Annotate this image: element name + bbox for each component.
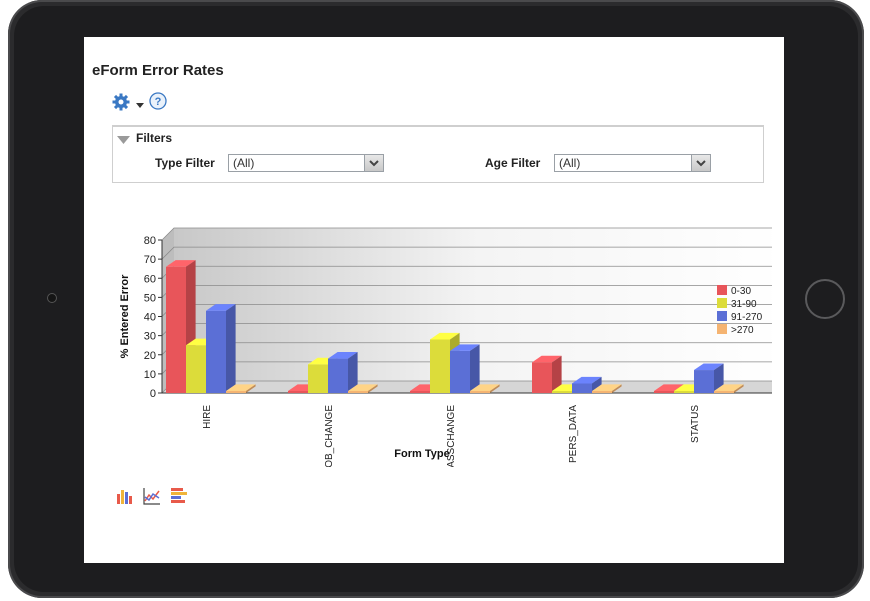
legend-label: 0-30 bbox=[731, 286, 751, 297]
chevron-down-icon[interactable] bbox=[136, 96, 144, 114]
line-chart-icon[interactable] bbox=[143, 487, 161, 510]
bar-top bbox=[430, 332, 460, 340]
bar-top bbox=[572, 376, 602, 384]
bar-chart: 0 10 20 30 40 50 60 70 80 HIRE JOB_CHANGE MASSCHANG… bbox=[119, 227, 784, 476]
bar bbox=[328, 358, 348, 393]
page-title: eForm Error Rates bbox=[92, 62, 224, 79]
bar bbox=[226, 391, 246, 393]
x-tick-label: STATUS bbox=[690, 405, 701, 443]
horizontal-bar-chart-icon[interactable] bbox=[170, 487, 188, 510]
bar-side bbox=[470, 344, 480, 393]
bar-side bbox=[592, 376, 602, 393]
bar bbox=[552, 391, 572, 393]
bar-side bbox=[368, 384, 378, 393]
y-tick-label: 0 bbox=[150, 388, 156, 400]
y-tick-label: 30 bbox=[144, 331, 156, 343]
camera-icon bbox=[47, 293, 57, 303]
bar-top bbox=[592, 384, 622, 391]
bar-chart-icon[interactable] bbox=[116, 487, 134, 510]
filters-panel: Filters Type Filter (All) Age Filter (Al… bbox=[112, 125, 764, 183]
bar-top bbox=[226, 384, 256, 391]
legend-label: >270 bbox=[731, 325, 754, 336]
bar bbox=[592, 391, 612, 393]
bar bbox=[470, 391, 490, 393]
bar-top bbox=[206, 304, 236, 311]
chevron-down-icon[interactable] bbox=[364, 155, 383, 171]
bar bbox=[654, 391, 674, 393]
bar-side bbox=[734, 384, 744, 393]
bar bbox=[288, 391, 308, 393]
filters-title: Filters bbox=[136, 131, 173, 145]
bar bbox=[430, 339, 450, 393]
bar-top bbox=[470, 384, 500, 391]
bar-top bbox=[532, 355, 562, 363]
y-tick-label: 50 bbox=[144, 292, 156, 304]
y-axis-title: % Entered Error bbox=[119, 274, 131, 358]
bar-side bbox=[552, 355, 562, 393]
bar-side bbox=[226, 304, 236, 393]
chevron-down-icon[interactable] bbox=[691, 155, 710, 171]
bar-top bbox=[714, 384, 744, 391]
age-filter-value: (All) bbox=[559, 156, 581, 170]
bar-top bbox=[654, 384, 684, 391]
bar bbox=[186, 345, 206, 393]
age-filter-label: Age Filter bbox=[485, 156, 541, 170]
x-tick-label: JOB_CHANGE bbox=[324, 405, 335, 467]
type-filter-value: (All) bbox=[233, 156, 255, 170]
bar bbox=[532, 362, 552, 393]
bar bbox=[674, 391, 694, 393]
help-icon[interactable]: ? bbox=[149, 92, 167, 115]
y-tick-label: 70 bbox=[144, 254, 156, 266]
bar-side bbox=[348, 351, 358, 393]
bar-top bbox=[694, 363, 724, 371]
x-tick-label: HIRE bbox=[202, 405, 213, 429]
home-button[interactable] bbox=[805, 279, 845, 319]
x-axis-title: Form Type bbox=[394, 448, 449, 460]
bar bbox=[410, 391, 430, 393]
bar-side bbox=[490, 384, 500, 393]
bar bbox=[572, 383, 592, 393]
y-tick-label: 80 bbox=[144, 235, 156, 247]
bar-side bbox=[612, 384, 622, 393]
y-tick-label: 10 bbox=[144, 369, 156, 381]
y-tick-label: 40 bbox=[144, 312, 156, 324]
chart-container: 0 10 20 30 40 50 60 70 80 HIRE JOB_CHANGE MASSCHANG… bbox=[112, 187, 784, 476]
x-tick-label: PERS_DATA bbox=[568, 405, 579, 463]
gridline bbox=[161, 246, 784, 260]
legend-label: 91-270 bbox=[731, 312, 763, 323]
bar-top bbox=[450, 344, 480, 351]
legend-swatch bbox=[717, 298, 727, 308]
collapse-triangle-icon[interactable] bbox=[117, 132, 130, 150]
legend-label: 31-90 bbox=[731, 299, 757, 310]
y-tick-label: 60 bbox=[144, 273, 156, 285]
bar bbox=[714, 391, 734, 393]
gridline bbox=[161, 227, 784, 241]
bar-top bbox=[166, 260, 196, 267]
bar bbox=[308, 364, 328, 393]
type-filter-select[interactable]: (All) bbox=[228, 154, 384, 172]
legend-swatch bbox=[717, 311, 727, 321]
type-filter-label: Type Filter bbox=[155, 156, 215, 170]
legend-swatch bbox=[717, 324, 727, 334]
bar-top bbox=[348, 384, 378, 391]
bar bbox=[694, 370, 714, 393]
legend-swatch bbox=[717, 285, 727, 295]
bar-side bbox=[714, 363, 724, 393]
svg-text:?: ? bbox=[155, 96, 162, 108]
bar bbox=[166, 266, 186, 393]
app-screen: eForm Error Rates bbox=[84, 37, 784, 563]
bar bbox=[348, 391, 368, 393]
bar-side bbox=[246, 384, 256, 393]
bar bbox=[206, 310, 226, 393]
bar-top bbox=[328, 351, 358, 359]
age-filter-select[interactable]: (All) bbox=[554, 154, 711, 172]
y-tick-label: 20 bbox=[144, 350, 156, 362]
x-tick-label: MASSCHANGE bbox=[446, 405, 457, 467]
bar bbox=[450, 350, 470, 393]
gear-icon[interactable] bbox=[112, 93, 130, 116]
